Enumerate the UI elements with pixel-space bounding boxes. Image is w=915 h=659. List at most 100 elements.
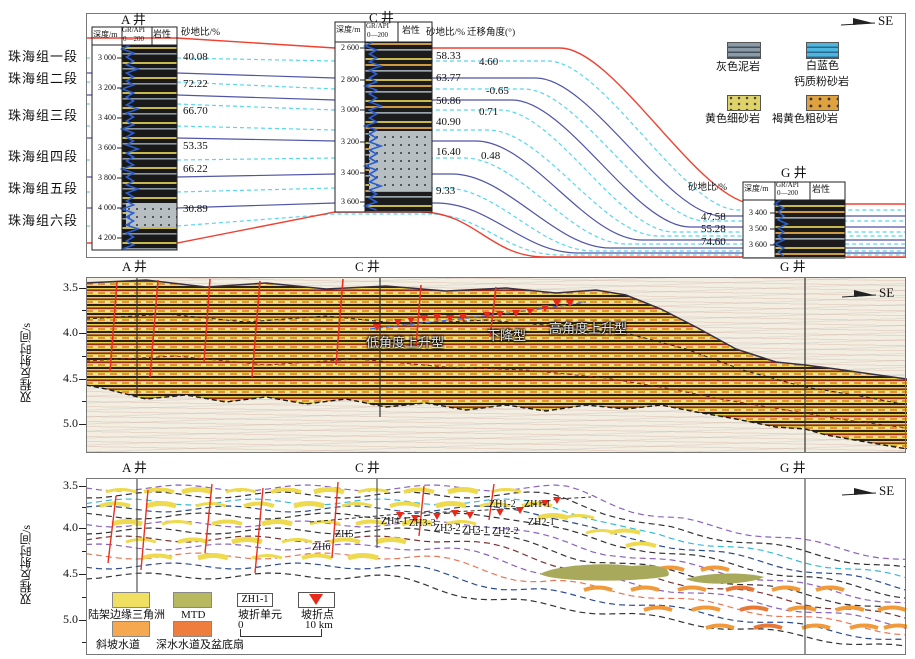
sand-value: 74.60: [701, 236, 726, 248]
lith-header: 岩性: [812, 184, 831, 194]
depth-tick-label: 4 000: [98, 203, 116, 212]
depth-tick-label: 3 600: [749, 240, 767, 249]
formation-label: 珠海组一段: [8, 49, 79, 64]
unit-label: ZH6: [312, 542, 331, 553]
legend-swatch-siltstone: [806, 42, 839, 59]
scale-start-label: 0: [238, 619, 244, 631]
sand-value: 40.90: [436, 116, 461, 128]
y-tick-label: 3.5: [63, 478, 78, 492]
sand-value: 53.35: [183, 140, 208, 152]
gr-header: GR/API: [776, 181, 799, 189]
y-tick-label: 5.0: [63, 416, 78, 430]
well-label-g: G 井: [780, 460, 806, 475]
y-tick-label: 4.0: [63, 520, 78, 534]
unit-label: ZH3-1: [462, 525, 489, 536]
legend-unit-box-label: ZH1-1: [241, 594, 269, 605]
gr-range: 0—200: [367, 31, 388, 39]
sand-value: 47.58: [701, 211, 726, 223]
depth-tick-label: 2 800: [341, 75, 359, 84]
sand-value: 58.33: [436, 50, 461, 62]
migration-value: -0.65: [486, 85, 509, 97]
scale-end-label: 10 km: [305, 619, 333, 631]
formation-label: 珠海组四段: [8, 149, 79, 164]
unit-label: ZH1-1: [524, 499, 551, 510]
legend-label-channel: 斜坡水道: [96, 639, 140, 651]
y-tick-label: 4.5: [63, 371, 78, 385]
legend-label-deepwater: 深水水道及盆底扇: [156, 639, 244, 651]
seismic-graphic: [86, 277, 907, 453]
y-tick-label: 5.0: [63, 612, 78, 626]
legend-swatch-slope-channel: [112, 621, 150, 637]
sand-header: 砂地比/%: [426, 28, 466, 38]
annotation-descending: 下降型: [487, 328, 527, 343]
sand-value: 40.08: [183, 51, 208, 63]
depth-tick-label: 3 400: [749, 208, 767, 217]
formation-label: 珠海组五段: [8, 181, 79, 196]
unit-label: ZH2-2: [492, 526, 519, 537]
gr-range: 0—200: [123, 35, 144, 43]
y-tick-label: 4.5: [63, 566, 78, 580]
well-label-a: A 井: [122, 259, 147, 274]
depth-tick-label: 3 800: [98, 173, 116, 182]
sand-value: 50.86: [436, 95, 461, 107]
legend-slope-unit-box: ZH1-1: [237, 593, 273, 607]
lith-header: 岩性: [402, 25, 421, 35]
legend-label-fine-sand: 黄色细砂岩: [705, 113, 760, 125]
sand-value: 66.22: [183, 163, 208, 175]
depth-header: 深度/m: [336, 25, 361, 34]
legend-label-coarse-sand: 褐黄色粗砂岩: [772, 113, 838, 125]
legend-label-mtd: MTD: [181, 609, 206, 621]
sand-value: 55.28: [701, 223, 726, 235]
legend-label-point: 坡折点: [301, 609, 334, 621]
migration-value: 0.71: [479, 106, 499, 118]
annotation-low-angle: 低角度上升型: [366, 335, 445, 350]
legend-swatch-fine-sand: [727, 95, 761, 111]
legend-label-mudstone: 灰色泥岩: [716, 61, 760, 73]
well-g-title: G 井: [781, 165, 807, 180]
y-tick-label: 4.0: [63, 325, 78, 339]
depth-tick-label: 3 200: [98, 83, 116, 92]
depth-tick-label: 3 200: [341, 137, 359, 146]
bottom-y-axis-label: 双程反射时间/s: [19, 525, 33, 606]
scale-bar: [240, 629, 322, 637]
formation-label: 珠海组三段: [8, 108, 79, 123]
sand-value: 30.89: [183, 203, 208, 215]
well-a-title: A 井: [121, 12, 146, 27]
unit-label: ZH3-3: [409, 518, 436, 529]
unit-label: ZH3-2: [434, 523, 461, 534]
depth-tick-label: 3 600: [98, 143, 116, 152]
depth-header: 深度/m: [744, 184, 769, 193]
depth-tick-label: 3 000: [98, 53, 116, 62]
lith-header: 岩性: [153, 29, 172, 39]
depth-header: 深度/m: [93, 30, 118, 39]
depth-tick-label: 3 000: [341, 105, 359, 114]
migration-header: 迁移角度(°): [467, 28, 516, 38]
unit-label: ZH1-2: [489, 499, 516, 510]
annotation-high-angle: 高角度上升型: [549, 321, 628, 336]
unit-label: ZH2-1: [528, 517, 555, 528]
y-tick-label: 3.5: [63, 280, 78, 294]
legend-label-siltstone-2: 钙质粉砂岩: [794, 76, 849, 88]
interpretation-graphic: [86, 478, 907, 655]
depth-tick-label: 3 400: [98, 113, 116, 122]
migration-value: 0.48: [481, 150, 501, 162]
depth-tick-label: 3 500: [749, 224, 767, 233]
unit-label: ZH4-1: [381, 516, 408, 527]
migration-value: 4.60: [479, 56, 499, 68]
sand-value: 72.22: [183, 78, 208, 90]
legend-swatch-mudstone: [727, 42, 761, 59]
legend-label-delta: 陆架边缘三角洲: [88, 609, 165, 621]
formation-label: 珠海组二段: [8, 71, 79, 86]
well-c-title: C 井: [369, 10, 394, 25]
se-label: SE: [878, 13, 894, 28]
se-arrow-icon: [842, 290, 877, 298]
slope-point-triangle-icon: [309, 594, 323, 605]
legend-swatch-coarse-sand: [806, 95, 839, 111]
well-label-a: A 井: [122, 460, 147, 475]
legend-swatch-delta: [112, 592, 150, 608]
sand-value: 66.70: [183, 105, 208, 117]
depth-tick-label: 3 600: [341, 197, 359, 206]
depth-tick-label: 2 600: [341, 43, 359, 52]
se-arrow-icon: [842, 488, 877, 496]
